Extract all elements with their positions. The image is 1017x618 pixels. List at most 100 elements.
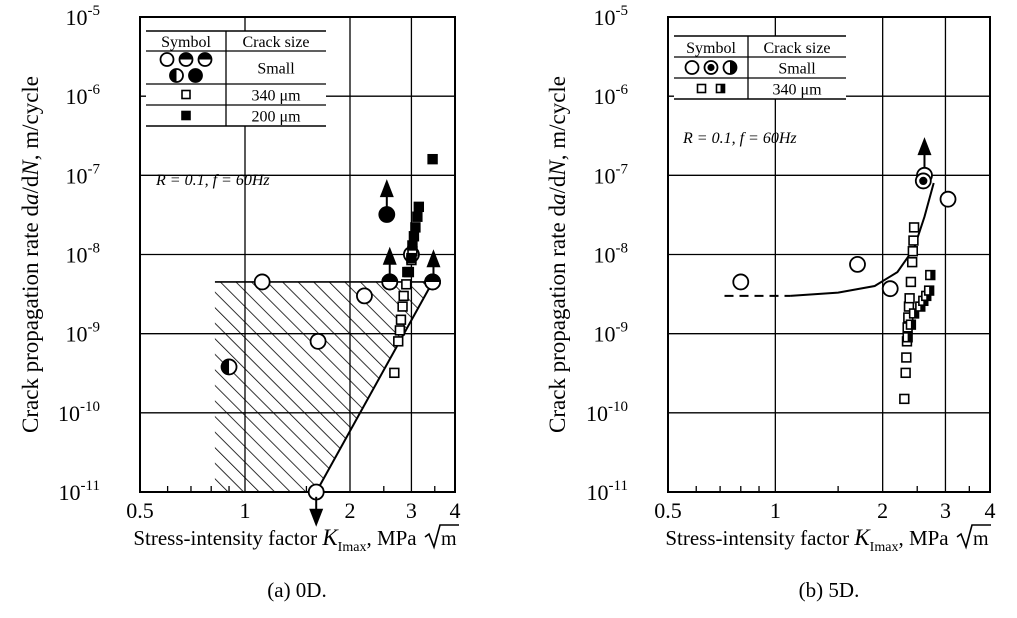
y-tick-label: 10-8 (66, 241, 101, 268)
x-tick-label: 0.5 (126, 498, 154, 523)
data-point-open-circle (881, 280, 899, 298)
x-tick-label: 4 (985, 498, 996, 523)
sqrt-m-label: m (441, 528, 457, 550)
x-tick-label: 2 (345, 498, 356, 523)
data-point-open-circle (849, 255, 866, 273)
legend-symbol-half-top-circle (178, 52, 194, 67)
data-point-filled-square (412, 211, 423, 222)
data-point-filled-square (410, 222, 421, 233)
data-point-half-center-circle (914, 172, 932, 190)
chart-panel-b: 0.5 1 2 3 4 10-11 10-10 10-9 10-8 10-7 10-6 10-5 Sym… (545, 3, 996, 602)
arrow-down (309, 496, 324, 527)
plot-frame (139, 16, 456, 493)
legend-symbol-open-circle (159, 52, 175, 67)
y-tick-label: 10-10 (586, 399, 628, 426)
figure-caption: (b) 5D. (799, 578, 860, 602)
y-tick-label: 10-6 (66, 82, 101, 109)
legend: Symbol Crack size Small 340 μm 200 μm R = 0.1… (146, 30, 326, 189)
legend: Symbol Crack size Small 340 μm R = 0.1, f = … (674, 35, 846, 147)
x-tick-label: 1 (770, 498, 781, 523)
plot-frame (667, 16, 991, 493)
data-point-filled-square (407, 240, 418, 251)
data-point-open-square (395, 314, 407, 325)
legend-symbol-half-top-circle (197, 52, 213, 67)
data-point-filled-square (402, 266, 413, 278)
y-tick-label: 10-5 (66, 3, 101, 30)
data-point-filled-circle (378, 206, 396, 223)
legend-symbol-open-square (696, 83, 707, 94)
legend-header-symbol: Symbol (686, 40, 736, 57)
legend-symbol-half-square (715, 83, 726, 94)
figure-caption: (a) 0D. (267, 578, 326, 602)
sqrt-symbol: m (424, 524, 459, 550)
legend-symbol-filled-square (181, 110, 191, 121)
legend-symbol-half-right-circle (722, 60, 738, 75)
data-point-half-square (923, 285, 935, 296)
y-tick-label: 10-9 (594, 320, 629, 347)
data-point-half-square (902, 332, 913, 343)
data-point-open-square (908, 222, 920, 233)
data-point-open-square (905, 276, 917, 288)
data-point-open-square (901, 352, 912, 363)
sqrt-symbol: m (956, 524, 991, 550)
data-point-open-circle (732, 273, 750, 291)
data-point-half-left-circle (220, 358, 238, 376)
legend-symbol-filled-circle (188, 68, 203, 83)
data-point-half-square (908, 308, 920, 319)
y-tick-label: 10-5 (594, 3, 629, 30)
data-point-open-square (398, 290, 409, 302)
data-point-open-square (397, 301, 408, 312)
hatched-region (214, 282, 433, 492)
x-axis-label: Stress-intensity factor KImax, MPa (133, 525, 417, 555)
data-point-open-circle (939, 190, 957, 208)
legend-symbol-open-circle (684, 60, 700, 75)
data-point-open-square (900, 367, 911, 379)
y-tick-label: 10-7 (66, 161, 101, 188)
legend-condition: R = 0.1, f = 60Hz (155, 172, 270, 189)
y-tick-label: 10-6 (594, 82, 629, 109)
y-axis-label: Crack propagation rate da/dN, m/cycle (545, 76, 570, 433)
legend-header-symbol: Symbol (161, 34, 211, 51)
solid-line (790, 182, 935, 297)
x-tick-label: 2 (877, 498, 888, 523)
legend-symbol-half-center-circle (703, 60, 719, 75)
data-point-open-square (394, 325, 406, 336)
data-point-open-square (907, 246, 919, 257)
legend-symbol-open-square (181, 89, 191, 100)
legend-label: 200 μm (251, 109, 301, 126)
solid-line (315, 281, 434, 493)
y-tick-label: 10-7 (594, 161, 629, 188)
data-point-open-circle (309, 332, 327, 350)
arrow-up (426, 249, 441, 280)
data-point-filled-square (427, 153, 438, 165)
data-point-open-square (904, 293, 915, 304)
data-point-filled-square (413, 201, 425, 213)
x-tick-label: 3 (940, 498, 951, 523)
data-point-half-square (925, 269, 936, 281)
arrow-up (379, 179, 394, 210)
data-point-filled-square (408, 231, 420, 242)
data-point-open-square (389, 367, 400, 379)
chart-panel-a: 0.5 1 2 3 4 10-11 10-10 10-9 10-8 10-7 10-6 10-5 Sym… (18, 3, 461, 602)
data-point-half-top-circle (381, 273, 399, 291)
x-tick-label: 1 (240, 498, 251, 523)
legend-label: Small (778, 61, 816, 78)
y-tick-label: 10-8 (594, 241, 629, 268)
y-tick-label: 10-11 (587, 478, 628, 505)
legend-label: 340 μm (251, 88, 301, 105)
x-tick-label: 0.5 (654, 498, 682, 523)
data-point-open-circle (253, 273, 271, 291)
y-axis-label: Crack propagation rate da/dN, m/cycle (18, 76, 43, 433)
data-point-filled-square (406, 252, 417, 264)
x-tick-label: 4 (450, 498, 461, 523)
x-tick-label: 3 (406, 498, 417, 523)
data-point-half-square (905, 319, 917, 330)
arrow-up (917, 137, 932, 168)
y-tick-label: 10-11 (59, 478, 100, 505)
legend-symbol-half-left-circle (169, 68, 184, 83)
y-tick-label: 10-10 (58, 399, 100, 426)
data-point-open-square (393, 336, 404, 347)
legend-header-crack-size: Crack size (763, 40, 830, 57)
data-point-open-square (906, 256, 918, 268)
legend-condition: R = 0.1, f = 60Hz (682, 130, 797, 147)
